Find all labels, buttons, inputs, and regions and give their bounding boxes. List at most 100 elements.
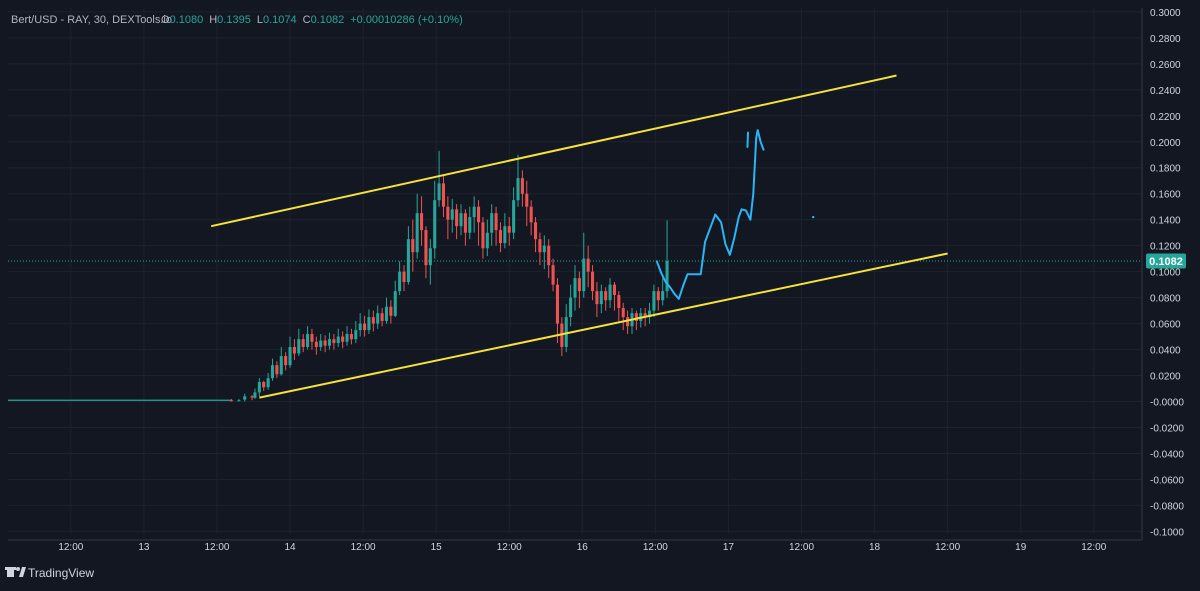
- candle-body: [459, 213, 463, 227]
- candle-body: [604, 291, 608, 301]
- candle: [310, 328, 314, 350]
- candle: [459, 204, 463, 236]
- candle-body: [481, 222, 485, 249]
- candle: [608, 278, 612, 309]
- candle-body: [551, 265, 555, 285]
- candle-body: [230, 400, 234, 402]
- candle: [577, 271, 581, 309]
- candle: [428, 239, 432, 285]
- candle-body: [626, 317, 630, 327]
- open-label: O: [161, 14, 170, 26]
- candle: [367, 309, 371, 334]
- candle-body: [250, 396, 254, 398]
- candle-body: [450, 209, 454, 220]
- candle-body: [441, 183, 446, 207]
- candle: [595, 282, 599, 318]
- candle: [332, 333, 336, 350]
- candle-body: [384, 306, 389, 322]
- candle: [250, 395, 254, 401]
- candle: [503, 213, 507, 249]
- y-tick-label: -0.1000: [1150, 527, 1184, 538]
- y-tick-label: -0.0600: [1150, 475, 1184, 486]
- candle-body: [494, 213, 498, 231]
- y-tick-label: 0.0600: [1150, 320, 1181, 331]
- candle-body: [288, 346, 292, 366]
- x-tick-label: 19: [1015, 542, 1027, 553]
- x-tick-label: 15: [431, 542, 443, 553]
- candle-body: [415, 213, 419, 253]
- y-tick-label: 0.0400: [1150, 346, 1181, 357]
- candle: [555, 278, 559, 344]
- candle-body: [257, 382, 261, 393]
- candle-body: [534, 222, 538, 240]
- candle: [402, 265, 406, 292]
- candle: [371, 310, 375, 332]
- candle: [534, 217, 538, 253]
- candle: [573, 265, 577, 311]
- current-price-label: 0.1082: [1149, 256, 1183, 268]
- candle-body: [275, 365, 279, 375]
- current-price-badge: 0.1082: [1146, 253, 1186, 269]
- candle: [253, 388, 257, 399]
- candle: [525, 180, 529, 227]
- candle: [433, 180, 437, 259]
- candle-body: [516, 178, 520, 201]
- candle: [319, 333, 323, 351]
- candle: [341, 331, 345, 349]
- candle-body: [424, 230, 428, 266]
- candle-body: [652, 291, 656, 311]
- y-tick-label: 0.2200: [1150, 112, 1181, 123]
- y-tick-label: 0.2000: [1150, 138, 1181, 149]
- candle-body: [643, 313, 647, 318]
- x-tick-label: 12:00: [351, 542, 376, 553]
- y-tick-label: 0.0200: [1150, 372, 1181, 383]
- candle: [512, 187, 516, 240]
- y-tick-label: 0.3000: [1150, 8, 1181, 19]
- candle-body: [349, 333, 353, 340]
- x-tick-label: 14: [284, 542, 296, 553]
- candle: [529, 200, 533, 236]
- candle: [542, 235, 546, 270]
- close-value: 0.1082: [311, 14, 345, 26]
- candle: [472, 196, 476, 233]
- candle: [262, 380, 266, 392]
- candle: [437, 150, 441, 207]
- candle: [551, 258, 555, 292]
- candle: [306, 326, 310, 350]
- open-value: 0.1080: [170, 14, 204, 26]
- candle: [468, 206, 472, 240]
- candle: [354, 321, 358, 344]
- candle: [284, 352, 288, 371]
- candle: [455, 204, 459, 240]
- candle: [380, 308, 384, 327]
- x-tick-label: 16: [577, 542, 589, 553]
- candle-body: [253, 392, 257, 398]
- candle-body: [512, 200, 516, 233]
- candle: [507, 217, 511, 246]
- candle: [516, 154, 520, 207]
- candle: [393, 280, 397, 318]
- candle: [582, 232, 586, 298]
- candle-body: [376, 313, 380, 324]
- candle-body: [586, 258, 590, 272]
- candle-body: [428, 248, 432, 266]
- x-tick-label: 12:00: [204, 542, 229, 553]
- candle-body: [301, 339, 305, 347]
- x-tick-label: 12:00: [935, 542, 960, 553]
- candle: [270, 358, 275, 381]
- candle-body: [345, 333, 349, 342]
- channel-lower-line: [259, 252, 948, 399]
- tradingview-label: TradingView: [28, 566, 94, 580]
- candle-body: [617, 295, 621, 309]
- high-label: H: [209, 14, 217, 26]
- candle-body: [243, 396, 247, 400]
- candle: [520, 170, 524, 207]
- candle: [634, 310, 638, 331]
- candle: [494, 206, 498, 246]
- tradingview-brand[interactable]: TradingView: [5, 566, 94, 580]
- candle-body: [237, 400, 241, 402]
- candle: [599, 284, 603, 314]
- candle: [490, 204, 494, 246]
